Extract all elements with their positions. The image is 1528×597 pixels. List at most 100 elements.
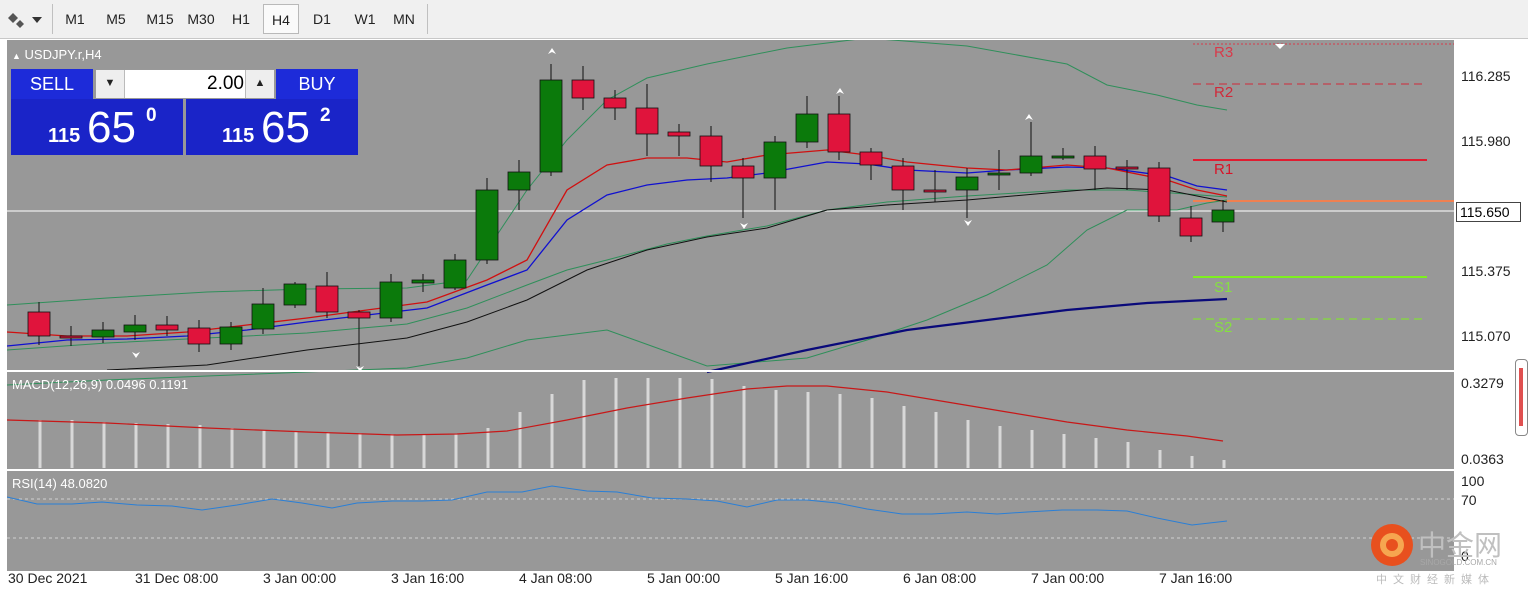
watermark-site: SINOGOLD.COM.CN — [1420, 558, 1497, 567]
ma-black — [106, 187, 1228, 371]
time-label: 3 Jan 00:00 — [263, 570, 337, 586]
macd-histogram — [38, 378, 1226, 468]
lot-size-input[interactable]: ▼ 2.00 ▲ — [95, 69, 275, 99]
time-label: 4 Jan 08:00 — [519, 570, 593, 586]
bear-candle — [1115, 166, 1139, 170]
price-axis[interactable] — [1455, 40, 1528, 571]
time-label: 6 Jan 08:00 — [903, 570, 977, 586]
bear-candle — [859, 151, 883, 166]
timeframe-h4[interactable]: H4 — [263, 4, 299, 34]
macd-bar — [806, 392, 810, 468]
fractal-up-icon — [1025, 114, 1033, 120]
fractal-down-icon — [132, 352, 140, 358]
macd-bar — [166, 424, 170, 468]
ma-red — [7, 149, 1228, 337]
lot-decrease-icon[interactable]: ▼ — [96, 70, 125, 98]
rsi-line — [7, 485, 1228, 526]
vertical-scroll-handle[interactable] — [1515, 359, 1528, 436]
panel-divider — [7, 370, 1454, 372]
macd-bar — [486, 428, 490, 468]
macd-bar — [1190, 456, 1194, 468]
bear-candle — [347, 311, 371, 319]
bear-candle — [827, 113, 851, 153]
macd-bar — [422, 434, 426, 468]
chart-tools-icon[interactable] — [2, 4, 46, 34]
bear-candle — [59, 335, 83, 339]
time-label: 5 Jan 00:00 — [647, 570, 721, 586]
fractal-down-icon — [356, 366, 364, 372]
macd-bar — [1094, 438, 1098, 468]
price-label: 116.285 — [1461, 68, 1511, 84]
bull-candle — [539, 79, 563, 173]
macd-bar — [1126, 442, 1130, 468]
lot-size-value: 2.00 — [207, 73, 244, 94]
macd-bar — [230, 428, 234, 468]
macd-bar — [1158, 450, 1162, 468]
bull-candle — [507, 171, 531, 191]
macd-bar — [742, 386, 746, 468]
timeframe-d1[interactable]: D1 — [313, 11, 331, 27]
bollinger-lower — [7, 199, 1228, 386]
coin-logo-icon — [1371, 524, 1413, 566]
bull-candle — [795, 113, 819, 143]
macd-bar — [70, 420, 74, 468]
price-label: 115.980 — [1461, 133, 1511, 149]
bear-candle — [923, 189, 947, 193]
timeframe-mn[interactable]: MN — [393, 11, 415, 27]
macd-bar — [198, 425, 202, 468]
timeframe-w1[interactable]: W1 — [354, 11, 376, 27]
price-label: 115.375 — [1461, 263, 1511, 279]
bear-candle — [1083, 155, 1107, 170]
macd-bar — [774, 390, 778, 468]
bid-price-fraction: 0 — [146, 105, 157, 126]
bear-candle — [571, 79, 595, 99]
collapse-icon[interactable]: ▲ — [12, 51, 21, 61]
macd-bar — [614, 378, 618, 468]
bid-price-main: 65 — [87, 103, 136, 152]
bull-candle — [251, 303, 275, 330]
timeframe-h1[interactable]: H1 — [232, 11, 250, 27]
rsi-scale-100: 100 — [1461, 473, 1485, 489]
macd-bar — [294, 432, 298, 468]
lot-increase-icon[interactable]: ▲ — [245, 70, 274, 98]
rsi-label: RSI(14) 48.0820 — [12, 476, 108, 491]
macd-bar — [870, 398, 874, 468]
pivot-s1-label: S1 — [1214, 279, 1233, 296]
fractal-up-icon — [1275, 44, 1285, 49]
macd-bar — [1062, 434, 1066, 468]
macd-bar — [38, 420, 42, 468]
macd-bar — [710, 379, 714, 468]
price-chart[interactable] — [7, 40, 1454, 571]
time-label: 30 Dec 2021 — [8, 570, 88, 586]
bear-candle — [1147, 167, 1171, 217]
bull-candle — [955, 176, 979, 191]
bull-candle — [411, 279, 435, 284]
macd-bar — [902, 406, 906, 468]
macd-bar — [550, 394, 554, 468]
pivot-r1-label: R1 — [1214, 161, 1234, 178]
bear-candle — [27, 311, 51, 337]
timeframe-m5[interactable]: M5 — [106, 11, 126, 27]
timeframe-m1[interactable]: M1 — [65, 11, 85, 27]
ask-price-prefix: 115 — [222, 125, 255, 147]
timeframe-m15[interactable]: M15 — [146, 11, 174, 27]
macd-bar — [390, 434, 394, 468]
macd-bar — [518, 412, 522, 468]
timeframe-m30[interactable]: M30 — [187, 11, 215, 27]
macd-bar — [998, 426, 1002, 468]
chart-tools-icon-svg — [8, 13, 42, 28]
bear-candle — [731, 165, 755, 179]
bull-candle — [1211, 209, 1235, 223]
bull-candle — [443, 259, 467, 289]
sell-button[interactable]: SELL — [11, 69, 93, 99]
macd-bar — [102, 422, 106, 468]
ask-price-fraction: 2 — [320, 105, 331, 126]
buy-button[interactable]: BUY — [276, 69, 358, 99]
fractal-up-icon — [548, 48, 556, 54]
ask-quote[interactable]: 115 65 2 — [186, 99, 358, 155]
panel-divider — [7, 469, 1454, 471]
time-axis[interactable] — [0, 571, 1528, 597]
bull-candle — [283, 283, 307, 306]
current-price-tag: 115.650 — [1456, 202, 1521, 222]
bid-quote[interactable]: 115 65 0 — [11, 99, 183, 155]
